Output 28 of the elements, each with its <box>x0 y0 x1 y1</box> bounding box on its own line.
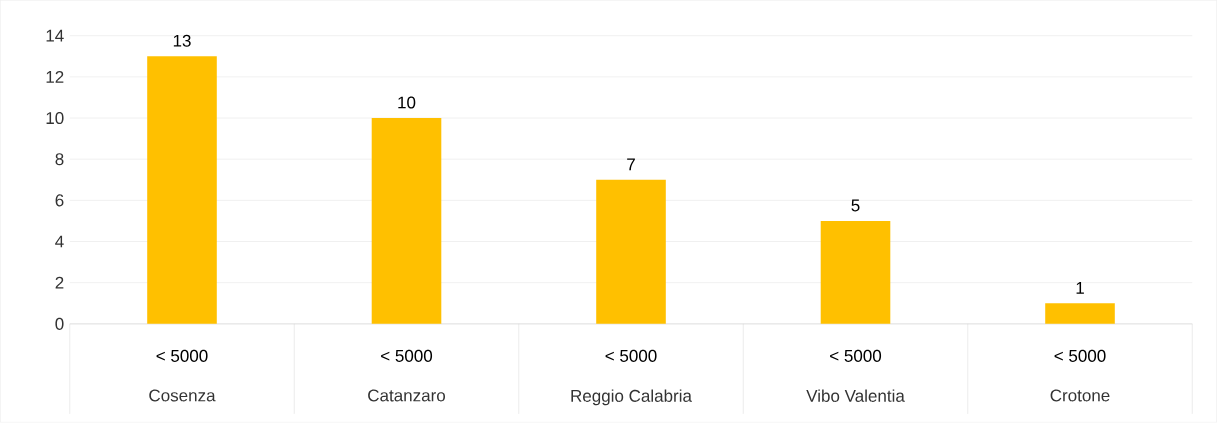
text: < 5000 <box>1054 350 1106 363</box>
y-tick-label: 12 <box>46 71 64 84</box>
bar <box>596 179 666 325</box>
y-tick-label: 6 <box>55 194 64 207</box>
data-label: 13 <box>173 34 191 47</box>
data-label: 10 <box>398 96 416 109</box>
x-tick-label: Reggio Calabria <box>571 389 692 406</box>
y-tick-label: 8 <box>55 153 64 166</box>
data-label: 7 <box>627 158 635 171</box>
text: < 5000 <box>156 350 208 363</box>
text: < 5000 <box>381 350 433 363</box>
x-tick-label: Crotone <box>1050 389 1110 402</box>
y-tick-label: 14 <box>46 30 64 42</box>
bar <box>820 221 891 325</box>
text: < 5000 <box>830 350 882 363</box>
y-tick-label: 2 <box>55 276 64 289</box>
y-tick-label: 4 <box>55 235 64 248</box>
data-label: 1 <box>1076 282 1084 294</box>
x-tick-label: Catanzaro <box>368 389 446 402</box>
bar <box>1045 303 1115 325</box>
y-tick-label: 0 <box>55 318 64 331</box>
x-tick-label: Vibo Valentia <box>806 389 905 403</box>
x-tick-label: Cosenza <box>149 389 216 402</box>
data-label: 5 <box>851 199 860 212</box>
bar <box>371 118 442 325</box>
bar <box>147 56 217 325</box>
text: < 5000 <box>605 350 657 363</box>
y-tick-label: 10 <box>46 112 64 125</box>
